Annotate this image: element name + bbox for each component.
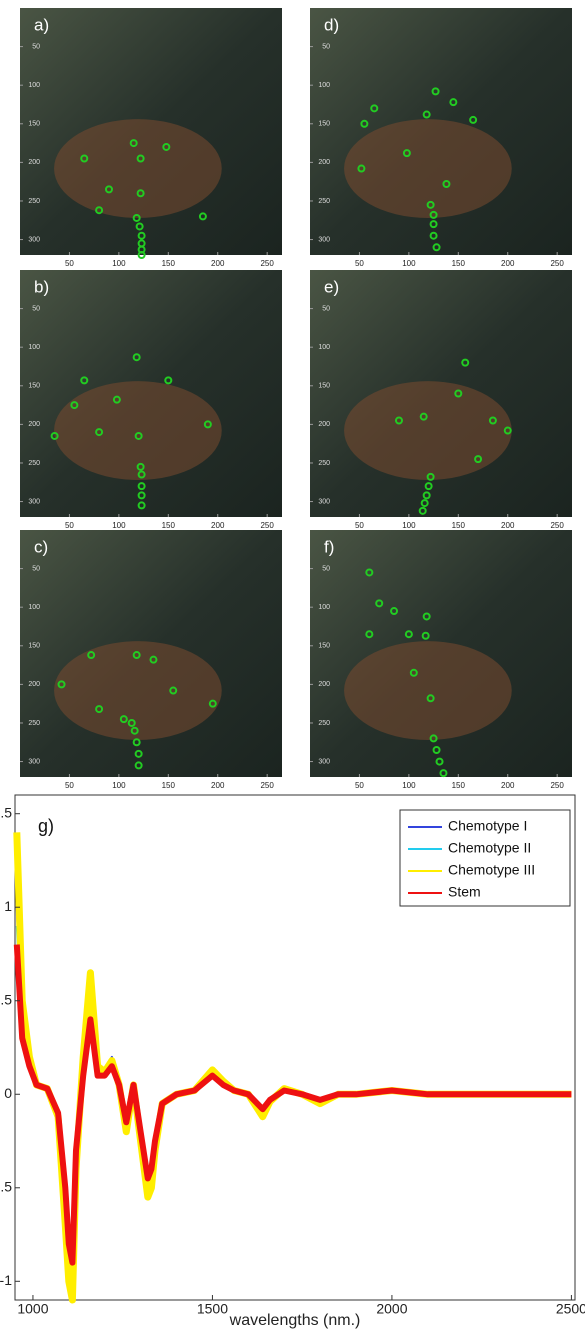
x-tick-label: 50 bbox=[355, 521, 364, 530]
x-tick-label: 2000 bbox=[376, 1301, 407, 1317]
x-tick-label: 1000 bbox=[17, 1301, 48, 1317]
y-tick-label: 200 bbox=[28, 681, 40, 688]
panel-label: b) bbox=[34, 277, 49, 296]
y-tick-label: 300 bbox=[318, 236, 330, 243]
y-tick-label: 150 bbox=[318, 383, 330, 390]
x-tick-label: 150 bbox=[162, 259, 176, 268]
y-tick-label: 150 bbox=[28, 643, 40, 650]
y-tick-label: 150 bbox=[318, 643, 330, 650]
plant-shape bbox=[344, 641, 512, 740]
y-tick-label: 250 bbox=[28, 720, 40, 727]
x-tick-label: 150 bbox=[162, 781, 176, 790]
y-tick-label: 1.5 bbox=[0, 804, 12, 820]
y-tick-label: 300 bbox=[28, 498, 40, 505]
y-tick-label: -0.5 bbox=[0, 1178, 12, 1194]
legend-label: Chemotype III bbox=[448, 862, 535, 878]
y-tick-label: -1 bbox=[0, 1272, 12, 1288]
y-tick-label: 300 bbox=[318, 758, 330, 765]
x-tick-label: 50 bbox=[65, 521, 74, 530]
plant-shape bbox=[54, 641, 222, 740]
x-tick-label: 100 bbox=[112, 259, 126, 268]
x-tick-label: 250 bbox=[550, 521, 564, 530]
y-tick-label: 150 bbox=[28, 383, 40, 390]
y-tick-label: 0.5 bbox=[0, 991, 12, 1007]
chart-title: g) bbox=[38, 816, 54, 836]
y-tick-label: 250 bbox=[28, 198, 40, 205]
x-tick-label: 250 bbox=[260, 521, 274, 530]
legend-label: Chemotype I bbox=[448, 818, 527, 834]
y-tick-label: 200 bbox=[318, 681, 330, 688]
x-tick-label: 50 bbox=[65, 781, 74, 790]
y-tick-label: 1 bbox=[4, 898, 12, 914]
y-tick-label: 250 bbox=[28, 460, 40, 467]
y-tick-label: 250 bbox=[318, 198, 330, 205]
x-tick-label: 150 bbox=[452, 259, 466, 268]
x-tick-label: 50 bbox=[65, 259, 74, 268]
legend-label: Stem bbox=[448, 884, 481, 900]
y-tick-label: 150 bbox=[318, 121, 330, 128]
x-tick-label: 100 bbox=[402, 521, 416, 530]
y-tick-label: 250 bbox=[318, 720, 330, 727]
y-tick-label: 100 bbox=[28, 82, 40, 89]
y-tick-label: 50 bbox=[32, 43, 40, 50]
y-tick-label: 50 bbox=[322, 565, 330, 572]
y-tick-label: 100 bbox=[318, 344, 330, 351]
x-tick-label: 200 bbox=[211, 521, 225, 530]
legend-label: Chemotype II bbox=[448, 840, 531, 856]
x-tick-label: 200 bbox=[211, 259, 225, 268]
x-tick-label: 50 bbox=[355, 781, 364, 790]
plant-shape bbox=[344, 381, 512, 480]
x-tick-label: 200 bbox=[501, 259, 515, 268]
y-tick-label: 100 bbox=[28, 604, 40, 611]
x-tick-label: 150 bbox=[452, 781, 466, 790]
panel-label: d) bbox=[324, 15, 339, 34]
y-tick-label: 50 bbox=[32, 565, 40, 572]
y-tick-label: 300 bbox=[318, 498, 330, 505]
y-tick-label: 300 bbox=[28, 236, 40, 243]
panel-label: f) bbox=[324, 537, 334, 556]
panel-label: e) bbox=[324, 277, 339, 296]
x-tick-label: 50 bbox=[355, 259, 364, 268]
x-tick-label: 150 bbox=[452, 521, 466, 530]
x-tick-label: 2500 bbox=[556, 1301, 585, 1317]
panel-label: a) bbox=[34, 15, 49, 34]
panel-label: c) bbox=[34, 537, 48, 556]
y-tick-label: 200 bbox=[28, 159, 40, 166]
y-tick-label: 250 bbox=[318, 460, 330, 467]
y-tick-label: 200 bbox=[28, 421, 40, 428]
y-tick-label: 100 bbox=[318, 604, 330, 611]
x-tick-label: 1500 bbox=[197, 1301, 228, 1317]
x-tick-label: 100 bbox=[402, 781, 416, 790]
x-tick-label: 250 bbox=[260, 259, 274, 268]
x-tick-label: 200 bbox=[501, 781, 515, 790]
x-tick-label: 250 bbox=[550, 781, 564, 790]
y-tick-label: 150 bbox=[28, 121, 40, 128]
y-tick-label: 50 bbox=[32, 305, 40, 312]
x-tick-label: 150 bbox=[162, 521, 176, 530]
y-tick-label: 50 bbox=[322, 43, 330, 50]
x-tick-label: 250 bbox=[550, 259, 564, 268]
x-tick-label: 200 bbox=[211, 781, 225, 790]
x-tick-label: 100 bbox=[402, 259, 416, 268]
plant-shape bbox=[54, 119, 222, 218]
y-tick-label: 200 bbox=[318, 421, 330, 428]
y-tick-label: 100 bbox=[318, 82, 330, 89]
x-tick-label: 200 bbox=[501, 521, 515, 530]
y-tick-label: 100 bbox=[28, 344, 40, 351]
x-tick-label: 250 bbox=[260, 781, 274, 790]
figure: a)5010015020025050100150200250300b)50100… bbox=[0, 0, 585, 1332]
x-tick-label: 100 bbox=[112, 781, 126, 790]
y-tick-label: 300 bbox=[28, 758, 40, 765]
x-tick-label: 100 bbox=[112, 521, 126, 530]
x-axis-label: wavelengths (nm.) bbox=[229, 1312, 361, 1329]
y-tick-label: 200 bbox=[318, 159, 330, 166]
y-tick-label: 50 bbox=[322, 305, 330, 312]
y-tick-label: 0 bbox=[4, 1085, 12, 1101]
